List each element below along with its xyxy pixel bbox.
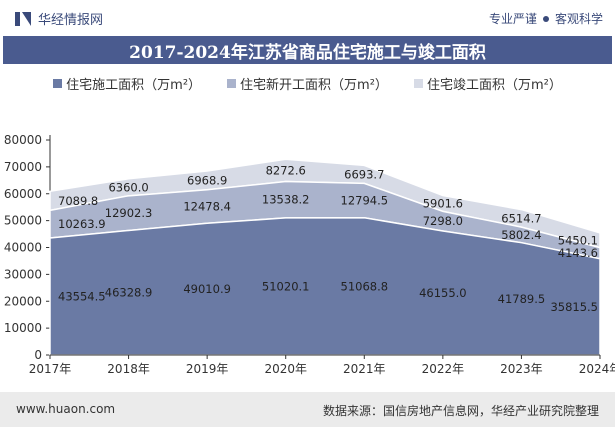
data-label-completion: 6514.7 bbox=[501, 211, 541, 225]
footer-website[interactable]: www.huaon.com bbox=[16, 402, 116, 416]
legend-label-completion: 住宅竣工面积（万m²） bbox=[426, 77, 562, 93]
chart-title: 2017-2024年江苏省商品住宅施工与竣工面积 bbox=[3, 36, 612, 64]
stacked-area-chart: 0 10000 20000 30000 40000 50000 60000 70000 8000… bbox=[4, 133, 615, 376]
brand[interactable]: 华经情报网 bbox=[14, 9, 103, 28]
slogan-tag-2: 客观科学 bbox=[554, 12, 603, 26]
x-tick-label: 2021年 bbox=[343, 362, 386, 376]
brand-logo-icon bbox=[15, 11, 31, 26]
data-label-completion: 6693.7 bbox=[344, 167, 384, 181]
data-label-construction: 46155.0 bbox=[419, 286, 467, 300]
x-tick-label: 2018年 bbox=[107, 362, 150, 376]
x-tick-label: 2019年 bbox=[186, 362, 229, 376]
y-tick-label: 40000 bbox=[4, 241, 42, 255]
legend-label-new-start: 住宅新开工面积（万m²） bbox=[240, 77, 388, 93]
y-tick-label: 60000 bbox=[4, 187, 42, 201]
y-tick-label: 50000 bbox=[4, 214, 42, 228]
slogan: 专业严谨 客观科学 bbox=[489, 10, 603, 27]
data-label-construction: 43554.5 bbox=[58, 289, 106, 303]
y-tick-label: 10000 bbox=[4, 321, 42, 335]
data-label-completion: 6968.9 bbox=[187, 173, 227, 187]
data-label-completion: 5450.1 bbox=[558, 233, 598, 247]
legend-item-new-start: 住宅新开工面积（万m²） bbox=[227, 72, 388, 94]
data-label-new-start: 12902.3 bbox=[105, 206, 153, 220]
data-label-new-start: 4143.6 bbox=[558, 246, 598, 260]
footer: www.huaon.com 数据来源：国信房地产信息网，华经产业研究院整理 bbox=[0, 392, 615, 427]
separator-dot-icon bbox=[542, 15, 549, 22]
y-tick-label: 70000 bbox=[4, 160, 42, 174]
footer-source: 数据来源：国信房地产信息网，华经产业研究院整理 bbox=[322, 404, 599, 418]
data-label-new-start: 10263.9 bbox=[58, 217, 106, 231]
data-label-construction: 51068.8 bbox=[341, 279, 389, 293]
x-tick-label: 2022年 bbox=[422, 362, 465, 376]
header-bar: 华经情报网 专业严谨 客观科学 bbox=[0, 0, 615, 36]
data-label-new-start: 12794.5 bbox=[341, 194, 389, 208]
data-label-construction: 35815.5 bbox=[550, 300, 598, 314]
legend-item-completion: 住宅竣工面积（万m²） bbox=[413, 72, 562, 94]
data-label-new-start: 5802.4 bbox=[501, 228, 541, 242]
data-label-new-start: 12478.4 bbox=[183, 200, 231, 214]
data-label-new-start: 13538.2 bbox=[262, 193, 310, 207]
y-tick-label: 80000 bbox=[4, 133, 42, 147]
y-tick-label: 0 bbox=[34, 348, 42, 362]
x-tick-label: 2020年 bbox=[264, 362, 307, 376]
legend-label-construction: 住宅施工面积（万m²） bbox=[66, 77, 202, 93]
data-label-construction: 41789.5 bbox=[498, 292, 546, 306]
x-tick-label: 2017年 bbox=[29, 362, 72, 376]
brand-name: 华经情报网 bbox=[38, 13, 104, 28]
data-label-completion: 7089.8 bbox=[58, 194, 98, 208]
legend-swatch-construction bbox=[53, 78, 63, 88]
data-label-completion: 5901.6 bbox=[423, 196, 463, 210]
x-tick-label: 2023年 bbox=[500, 362, 543, 376]
data-label-construction: 46328.9 bbox=[105, 286, 153, 300]
data-label-completion: 6360.0 bbox=[108, 180, 148, 194]
data-label-construction: 49010.9 bbox=[183, 282, 231, 296]
y-tick-label: 30000 bbox=[4, 267, 42, 281]
x-tick-label: 2024年 bbox=[579, 362, 615, 376]
legend-swatch-completion bbox=[413, 78, 423, 88]
data-label-new-start: 7298.0 bbox=[423, 214, 463, 228]
legend-item-construction: 住宅施工面积（万m²） bbox=[53, 72, 201, 94]
chart-legend: 住宅施工面积（万m²） 住宅新开工面积（万m²） 住宅竣工面积（万m²） bbox=[0, 72, 615, 94]
slogan-tag-1: 专业严谨 bbox=[488, 12, 537, 26]
y-tick-label: 20000 bbox=[4, 294, 42, 308]
legend-swatch-new-start bbox=[227, 78, 237, 88]
data-label-construction: 51020.1 bbox=[262, 279, 310, 293]
data-label-completion: 8272.6 bbox=[266, 163, 306, 177]
